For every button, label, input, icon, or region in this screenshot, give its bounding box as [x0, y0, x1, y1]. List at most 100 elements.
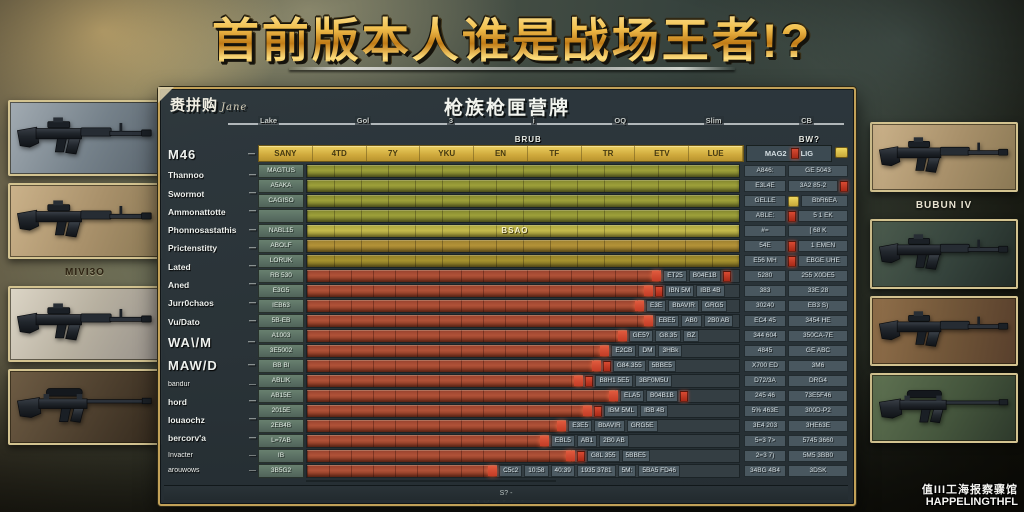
stat-label-text: Iouaochz	[168, 414, 205, 425]
corner-script-text: Jane	[221, 102, 248, 113]
header-cell: TR	[582, 146, 636, 161]
tick-mark-icon: —	[249, 466, 256, 474]
row-right-values: 54E 1 EMEN	[744, 239, 848, 253]
right-value-2: 350CA-7E	[788, 330, 848, 342]
axis-note-right: BW?	[798, 135, 820, 144]
watermark: 值III工海报察骤馆 HAPPELINGTHFL	[922, 484, 1018, 508]
stats-table: SANY 4TD 7Y YKU EN TF TR ETV LUE MAG2 LIG MAGTUS…	[258, 145, 848, 482]
tick-mark-icon: —	[248, 151, 256, 158]
table-header-tail: MAG2 LIG	[746, 145, 832, 162]
stat-bar-track	[306, 179, 740, 193]
bar-end-cap	[643, 316, 653, 326]
weapon-card-label: MIVI3O	[65, 267, 105, 278]
stat-bar	[307, 360, 601, 372]
stat-label-text: Prictenstitty	[168, 243, 218, 254]
bar-tail-value: 40:39	[550, 465, 575, 477]
right-value-2: 1 EMEN	[798, 240, 848, 252]
right-value-1: 5280	[744, 270, 786, 282]
bar-end-cap	[634, 301, 644, 311]
red-badge-icon	[594, 405, 603, 417]
axis-notes: BRUB BW?	[256, 135, 844, 145]
right-value-2: EB3 S)	[788, 300, 848, 312]
stat-label-text: Aned	[168, 279, 190, 290]
right-value-2: 3M6	[788, 360, 848, 372]
header-cell: TF	[528, 146, 582, 161]
stat-bar	[307, 285, 653, 297]
weapon-card-rifle-scoped	[8, 369, 162, 445]
row-right-values: 344 604 350CA-7E	[744, 329, 848, 343]
bar-tail-value: IBB 4B	[696, 285, 725, 297]
row-label-chip: L=7AB	[258, 434, 304, 448]
stat-label-text: WA\/M	[168, 334, 212, 350]
row-label-chip: MAGTUS	[258, 164, 304, 178]
bar-end-cap	[652, 271, 662, 281]
table-row: MAGTUS A846: GE 5043	[258, 164, 848, 178]
tick-mark-icon: —	[249, 244, 256, 252]
right-value-2: 5M5 3BB0	[788, 450, 848, 462]
table-row: ABLIK B8H1 5E5 3BF0M5U D72/3A DRG4	[258, 374, 848, 388]
bar-tail-value: E3E	[645, 300, 667, 312]
row-right-values: EC4 45 3454 HE	[744, 314, 848, 328]
sidebar-stat-label: hord —	[168, 397, 256, 407]
sidebar-stat-label: arouwows —	[168, 467, 256, 474]
header-cell: EN	[474, 146, 528, 161]
tick-mark-icon: —	[249, 416, 256, 424]
weapon-card-fal-rifle	[870, 296, 1018, 366]
weapon-gallery-left: MIVI3O	[8, 100, 162, 445]
weapon-card-battle-rifle	[870, 122, 1018, 192]
yellow-badge-icon	[788, 195, 799, 207]
right-value-2: EBGE UHE	[798, 255, 848, 267]
bar-end-cap	[565, 451, 575, 461]
stat-bar	[307, 465, 498, 477]
bar-tail-value: GRG5	[700, 300, 728, 312]
bar-tail-value: ELA5	[620, 390, 644, 402]
right-value-1: 5=3 7>	[744, 435, 786, 447]
right-value-2: 73E5F46	[788, 390, 848, 402]
bar-tail-value: 2B0 AB	[703, 315, 734, 327]
bar-tail-value: EBE5	[654, 315, 680, 327]
axis-tick-label: i	[530, 116, 537, 125]
row-right-values: E3L4E 3A2 85-2	[744, 179, 848, 193]
stat-bar	[307, 315, 653, 327]
table-row: CAGISO GELLE BbR6EA	[258, 194, 848, 208]
stat-label-text: Swormot	[168, 188, 205, 199]
stat-bar	[307, 390, 619, 402]
table-row: A5AKA E3L4E 3A2 85-2	[258, 179, 848, 193]
tick-mark-icon: —	[249, 434, 256, 442]
stat-bar	[307, 405, 593, 417]
stat-bar: BSAO	[307, 225, 739, 237]
sidebar-stat-label: MAW/D —	[168, 358, 256, 373]
right-value-2: [ 68 K	[788, 225, 848, 237]
right-value-2: 3HE63E	[788, 420, 848, 432]
row-label-chip: A5AKA	[258, 179, 304, 193]
stat-label-text: M46	[168, 147, 197, 162]
tick-mark-icon: —	[248, 338, 256, 346]
weapon-card-label: BUBUN IV	[915, 200, 973, 211]
bar-tail-value: G8.35	[655, 330, 682, 342]
sidebar-stat-label: Invacter —	[168, 452, 256, 459]
stat-bar-track: EBL5 AB1 2B0 AB	[306, 434, 740, 448]
row-right-values: 30240 EB3 S)	[744, 299, 848, 313]
sidebar-stat-label: Prictenstitty —	[168, 243, 256, 253]
weapon-gallery-right: BUBUN IV	[870, 122, 1018, 443]
stat-bar-track: EBE5 AB0 2B0 AB	[306, 314, 740, 328]
bar-end-cap	[583, 406, 593, 416]
row-right-values: #=[ 68 K	[744, 224, 848, 238]
tick-mark-icon: —	[249, 381, 256, 389]
table-row: 3B5G2 C5c2 10:58 40:39 1935 3781 5M: 5BA5 FD46…	[258, 464, 848, 478]
bar-tail-value: 3BF0M5U	[635, 375, 673, 387]
right-value-1: 2=3 7)	[744, 450, 786, 462]
sidebar-stat-label: M46 —	[168, 147, 256, 162]
bar-tail-value: 5M:	[617, 465, 637, 477]
stat-bar	[307, 210, 739, 222]
stat-label-text: Thannoo	[168, 170, 204, 181]
sidebar-stat-label: bandur —	[168, 381, 256, 388]
tick-mark-icon: —	[249, 281, 256, 289]
stat-bar	[307, 165, 739, 177]
right-value-1: 54E	[744, 240, 786, 252]
bar-tail-value: 2B0 AB	[599, 435, 629, 447]
row-label-chip: 3B5G2	[258, 464, 304, 478]
sidebar-stat-label: Ammonattotte —	[168, 207, 256, 217]
table-row: E3G5 IBN 5M IBB 4B 383 33E 28	[258, 284, 848, 298]
